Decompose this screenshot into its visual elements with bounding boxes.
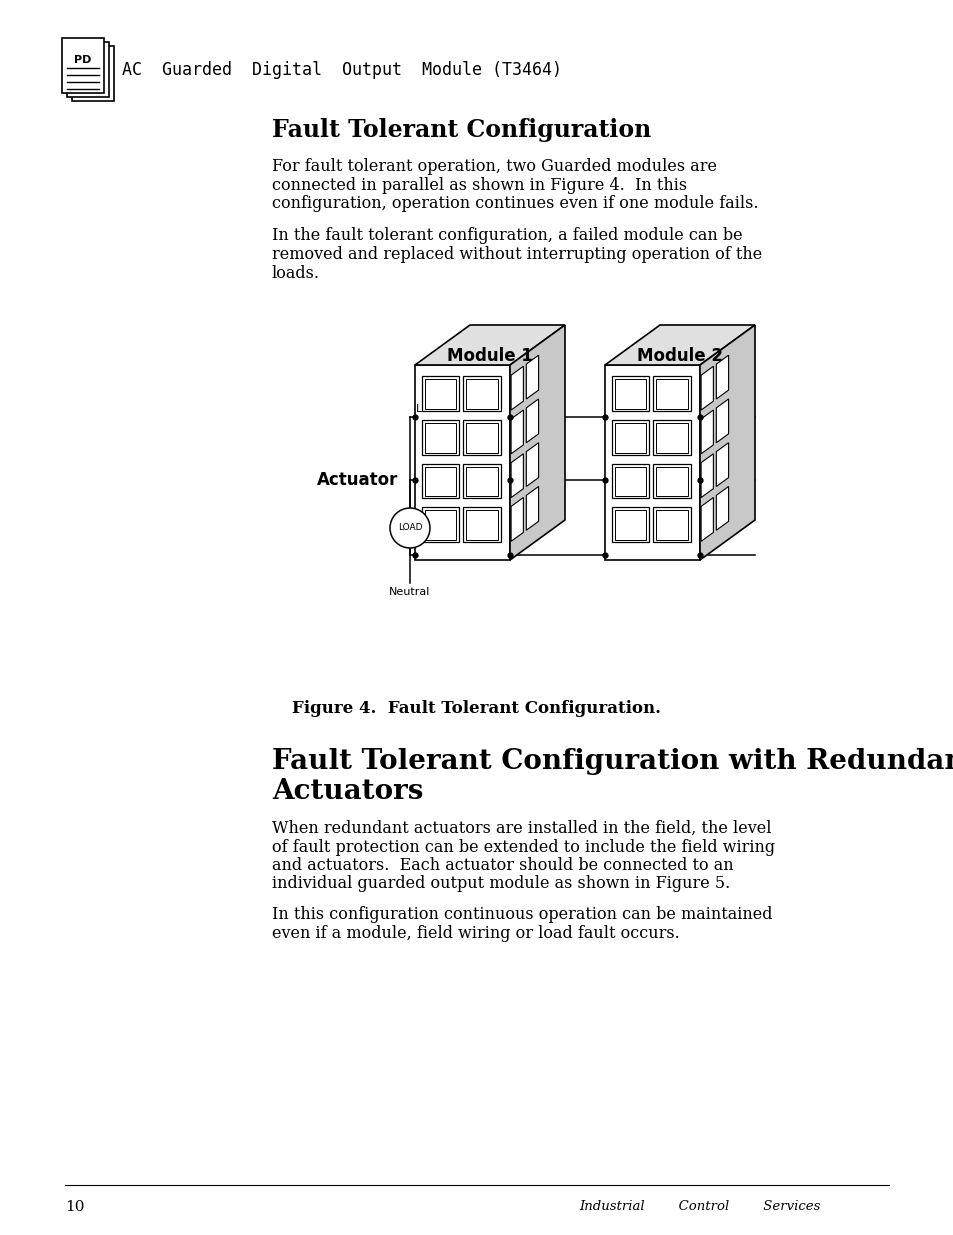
Text: of fault protection can be extended to include the field wiring: of fault protection can be extended to i… bbox=[272, 839, 774, 856]
Polygon shape bbox=[421, 420, 459, 454]
Polygon shape bbox=[421, 463, 459, 499]
Polygon shape bbox=[415, 325, 564, 366]
Polygon shape bbox=[511, 367, 523, 410]
Polygon shape bbox=[463, 420, 500, 454]
Polygon shape bbox=[510, 325, 564, 559]
Text: Neutral: Neutral bbox=[389, 587, 430, 597]
Text: For fault tolerant operation, two Guarded modules are: For fault tolerant operation, two Guarde… bbox=[272, 158, 717, 175]
Text: individual guarded output module as shown in Figure 5.: individual guarded output module as show… bbox=[272, 876, 729, 893]
Text: removed and replaced without interrupting operation of the: removed and replaced without interruptin… bbox=[272, 246, 761, 263]
Polygon shape bbox=[424, 422, 456, 452]
Text: connected in parallel as shown in Figure 4.  In this: connected in parallel as shown in Figure… bbox=[272, 177, 686, 194]
Polygon shape bbox=[463, 375, 500, 411]
Polygon shape bbox=[656, 379, 687, 409]
Circle shape bbox=[390, 508, 430, 548]
Polygon shape bbox=[421, 375, 459, 411]
Polygon shape bbox=[511, 410, 523, 453]
Polygon shape bbox=[653, 508, 690, 542]
Polygon shape bbox=[421, 508, 459, 542]
Text: loads.: loads. bbox=[272, 264, 319, 282]
Polygon shape bbox=[466, 422, 497, 452]
Text: In this configuration continuous operation can be maintained: In this configuration continuous operati… bbox=[272, 906, 772, 923]
Polygon shape bbox=[415, 366, 510, 559]
Polygon shape bbox=[615, 422, 646, 452]
Text: Line: Line bbox=[416, 404, 439, 414]
Polygon shape bbox=[526, 356, 538, 399]
Bar bbox=[62, 38, 104, 93]
Polygon shape bbox=[700, 498, 713, 541]
Text: 10: 10 bbox=[65, 1200, 85, 1214]
Polygon shape bbox=[615, 510, 646, 540]
Polygon shape bbox=[612, 375, 649, 411]
Polygon shape bbox=[653, 420, 690, 454]
Text: AC  Guarded  Digital  Output  Module (T3464): AC Guarded Digital Output Module (T3464) bbox=[122, 61, 561, 79]
Polygon shape bbox=[463, 508, 500, 542]
Text: Fault Tolerant Configuration: Fault Tolerant Configuration bbox=[272, 119, 651, 142]
Polygon shape bbox=[612, 420, 649, 454]
Polygon shape bbox=[612, 463, 649, 499]
Polygon shape bbox=[526, 399, 538, 443]
Polygon shape bbox=[604, 325, 754, 366]
Polygon shape bbox=[716, 487, 728, 530]
Polygon shape bbox=[653, 375, 690, 411]
Text: Industrial        Control        Services: Industrial Control Services bbox=[578, 1200, 820, 1214]
Bar bbox=[71, 46, 113, 101]
Polygon shape bbox=[511, 453, 523, 498]
Text: Actuator: Actuator bbox=[316, 471, 397, 489]
Polygon shape bbox=[526, 487, 538, 530]
Polygon shape bbox=[612, 508, 649, 542]
Text: even if a module, field wiring or load fault occurs.: even if a module, field wiring or load f… bbox=[272, 925, 679, 941]
Polygon shape bbox=[466, 510, 497, 540]
Text: Actuators: Actuators bbox=[272, 778, 423, 805]
Polygon shape bbox=[424, 510, 456, 540]
Polygon shape bbox=[716, 356, 728, 399]
Text: Module 2: Module 2 bbox=[637, 347, 722, 366]
Polygon shape bbox=[700, 453, 713, 498]
Polygon shape bbox=[526, 442, 538, 487]
Polygon shape bbox=[615, 467, 646, 496]
Polygon shape bbox=[656, 467, 687, 496]
Text: PD: PD bbox=[74, 56, 91, 65]
Polygon shape bbox=[424, 379, 456, 409]
Polygon shape bbox=[466, 379, 497, 409]
Text: Figure 4.  Fault Tolerant Configuration.: Figure 4. Fault Tolerant Configuration. bbox=[293, 700, 660, 718]
Text: Fault Tolerant Configuration with Redundant: Fault Tolerant Configuration with Redund… bbox=[272, 748, 953, 776]
Polygon shape bbox=[511, 498, 523, 541]
Polygon shape bbox=[656, 510, 687, 540]
Polygon shape bbox=[466, 467, 497, 496]
Text: LOAD: LOAD bbox=[397, 524, 422, 532]
Polygon shape bbox=[463, 463, 500, 499]
Text: When redundant actuators are installed in the field, the level: When redundant actuators are installed i… bbox=[272, 820, 771, 837]
Text: and actuators.  Each actuator should be connected to an: and actuators. Each actuator should be c… bbox=[272, 857, 733, 874]
Polygon shape bbox=[656, 422, 687, 452]
Polygon shape bbox=[653, 463, 690, 499]
Text: Module 1: Module 1 bbox=[447, 347, 533, 366]
Text: In the fault tolerant configuration, a failed module can be: In the fault tolerant configuration, a f… bbox=[272, 227, 741, 245]
Polygon shape bbox=[615, 379, 646, 409]
Text: configuration, operation continues even if one module fails.: configuration, operation continues even … bbox=[272, 195, 758, 212]
Polygon shape bbox=[424, 467, 456, 496]
Polygon shape bbox=[700, 410, 713, 453]
Bar bbox=[67, 42, 109, 98]
Polygon shape bbox=[700, 325, 754, 559]
Polygon shape bbox=[716, 442, 728, 487]
Polygon shape bbox=[604, 366, 700, 559]
Polygon shape bbox=[716, 399, 728, 443]
Polygon shape bbox=[700, 367, 713, 410]
